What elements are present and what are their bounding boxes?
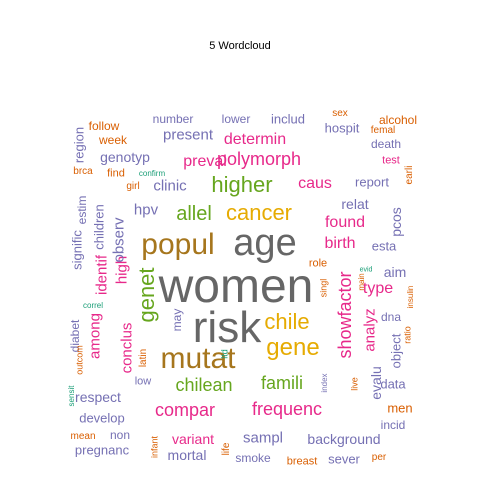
word-ratio: ratio (402, 326, 413, 344)
word-confirm: confirm (138, 169, 166, 178)
word-follow: follow (88, 119, 120, 133)
word-includ: includ (271, 111, 305, 127)
word-girl: girl (126, 181, 140, 192)
word-sensit: sensit (67, 385, 76, 407)
word-outcom: outcom (74, 345, 85, 375)
word-main: main (357, 273, 366, 291)
word-risk: risk (192, 303, 262, 352)
word-type: type (362, 280, 394, 297)
word-age: age (233, 222, 297, 264)
word-role: role (308, 257, 328, 270)
word-life: life (221, 442, 232, 456)
word-sampl: sampl (242, 429, 284, 447)
word-women: women (158, 260, 314, 313)
word-week: week (98, 133, 128, 147)
word-infant: infant (149, 435, 160, 459)
word-ltd: ltd (219, 349, 230, 359)
word-identif: identif (93, 254, 111, 296)
word-polymorph: polymorph (216, 149, 302, 169)
word-clinic: clinic (153, 177, 187, 195)
word-may: may (170, 308, 184, 332)
word-incid: incid (380, 418, 406, 432)
word-region: region (71, 126, 87, 164)
word-compar: compar (154, 400, 216, 420)
word-frequenc: frequenc (251, 399, 323, 419)
word-present: present (162, 126, 214, 144)
word-insulin: insulin (406, 285, 415, 309)
word-esta: esta (371, 238, 397, 254)
word-conclus: conclus (118, 322, 136, 374)
word-find: find (107, 167, 125, 180)
word-correl: correl (82, 301, 104, 310)
word-variant: variant (171, 431, 215, 447)
word-pregnanc: pregnanc (74, 442, 130, 458)
word-popul: popul (141, 228, 215, 261)
word-latin: latin (138, 348, 149, 368)
word-low: low (134, 375, 152, 388)
word-report: report (355, 174, 389, 190)
word-relat: relat (341, 196, 369, 212)
word-respect: respect (75, 389, 121, 405)
word-lower: lower (221, 112, 251, 126)
word-genet: genet (134, 267, 159, 323)
word-among: among (86, 313, 104, 359)
word-hpv: hpv (133, 201, 159, 219)
word-estim: estim (75, 195, 89, 225)
word-develop: develop (79, 410, 125, 426)
chart-title: 5 Wordcloud (209, 40, 271, 52)
word-birth: birth (324, 235, 356, 252)
word-found: found (324, 214, 366, 231)
word-background: background (307, 431, 381, 447)
word-test: test (382, 154, 400, 167)
word-non: non (109, 428, 131, 442)
word-signific: signific (69, 230, 85, 270)
word-chilean: chilean (175, 375, 233, 395)
word-observ: observ (110, 217, 128, 263)
word-death: death (370, 137, 402, 151)
word-showfactor: showfactor (335, 271, 355, 359)
word-children: children (91, 204, 107, 250)
word-smoke: smoke (235, 451, 271, 465)
word-gene: gene (266, 334, 320, 361)
word-cancer: cancer (225, 200, 293, 225)
word-chile: chile (264, 309, 310, 334)
word-brca: brca (73, 166, 93, 177)
word-data: data (380, 376, 406, 392)
word-sever: sever (328, 451, 360, 467)
word-object: object (388, 333, 404, 369)
word-singl: singl (318, 278, 329, 298)
word-hospit: hospit (324, 120, 360, 136)
word-pcos: pcos (388, 207, 404, 237)
word-caus: caus (298, 175, 332, 192)
word-femal: femal (370, 125, 396, 136)
word-number: number (152, 112, 194, 126)
word-mutat: mutat (160, 342, 236, 375)
word-higher: higher (211, 172, 273, 197)
word-aim: aim (383, 264, 407, 280)
word-genotyp: genotyp (100, 149, 150, 165)
word-per: per (371, 452, 387, 463)
word-allel: allel (176, 203, 212, 225)
word-breast: breast (286, 455, 318, 468)
word-alcohol: alcohol (378, 113, 418, 127)
word-sex: sex (332, 108, 348, 119)
word-analyz: analyz (361, 308, 379, 352)
word-earli: earli (404, 165, 415, 185)
word-dna: dna (380, 310, 402, 324)
word-famili: famili (260, 373, 304, 393)
word-evid: evid (359, 266, 373, 274)
word-mortal: mortal (167, 447, 207, 463)
word-index: index (320, 373, 329, 393)
word-men: men (387, 400, 413, 416)
word-live: live (349, 377, 360, 391)
word-determin: determin (223, 131, 287, 148)
word-preval: preval (183, 153, 227, 170)
word-mean: mean (70, 431, 96, 442)
